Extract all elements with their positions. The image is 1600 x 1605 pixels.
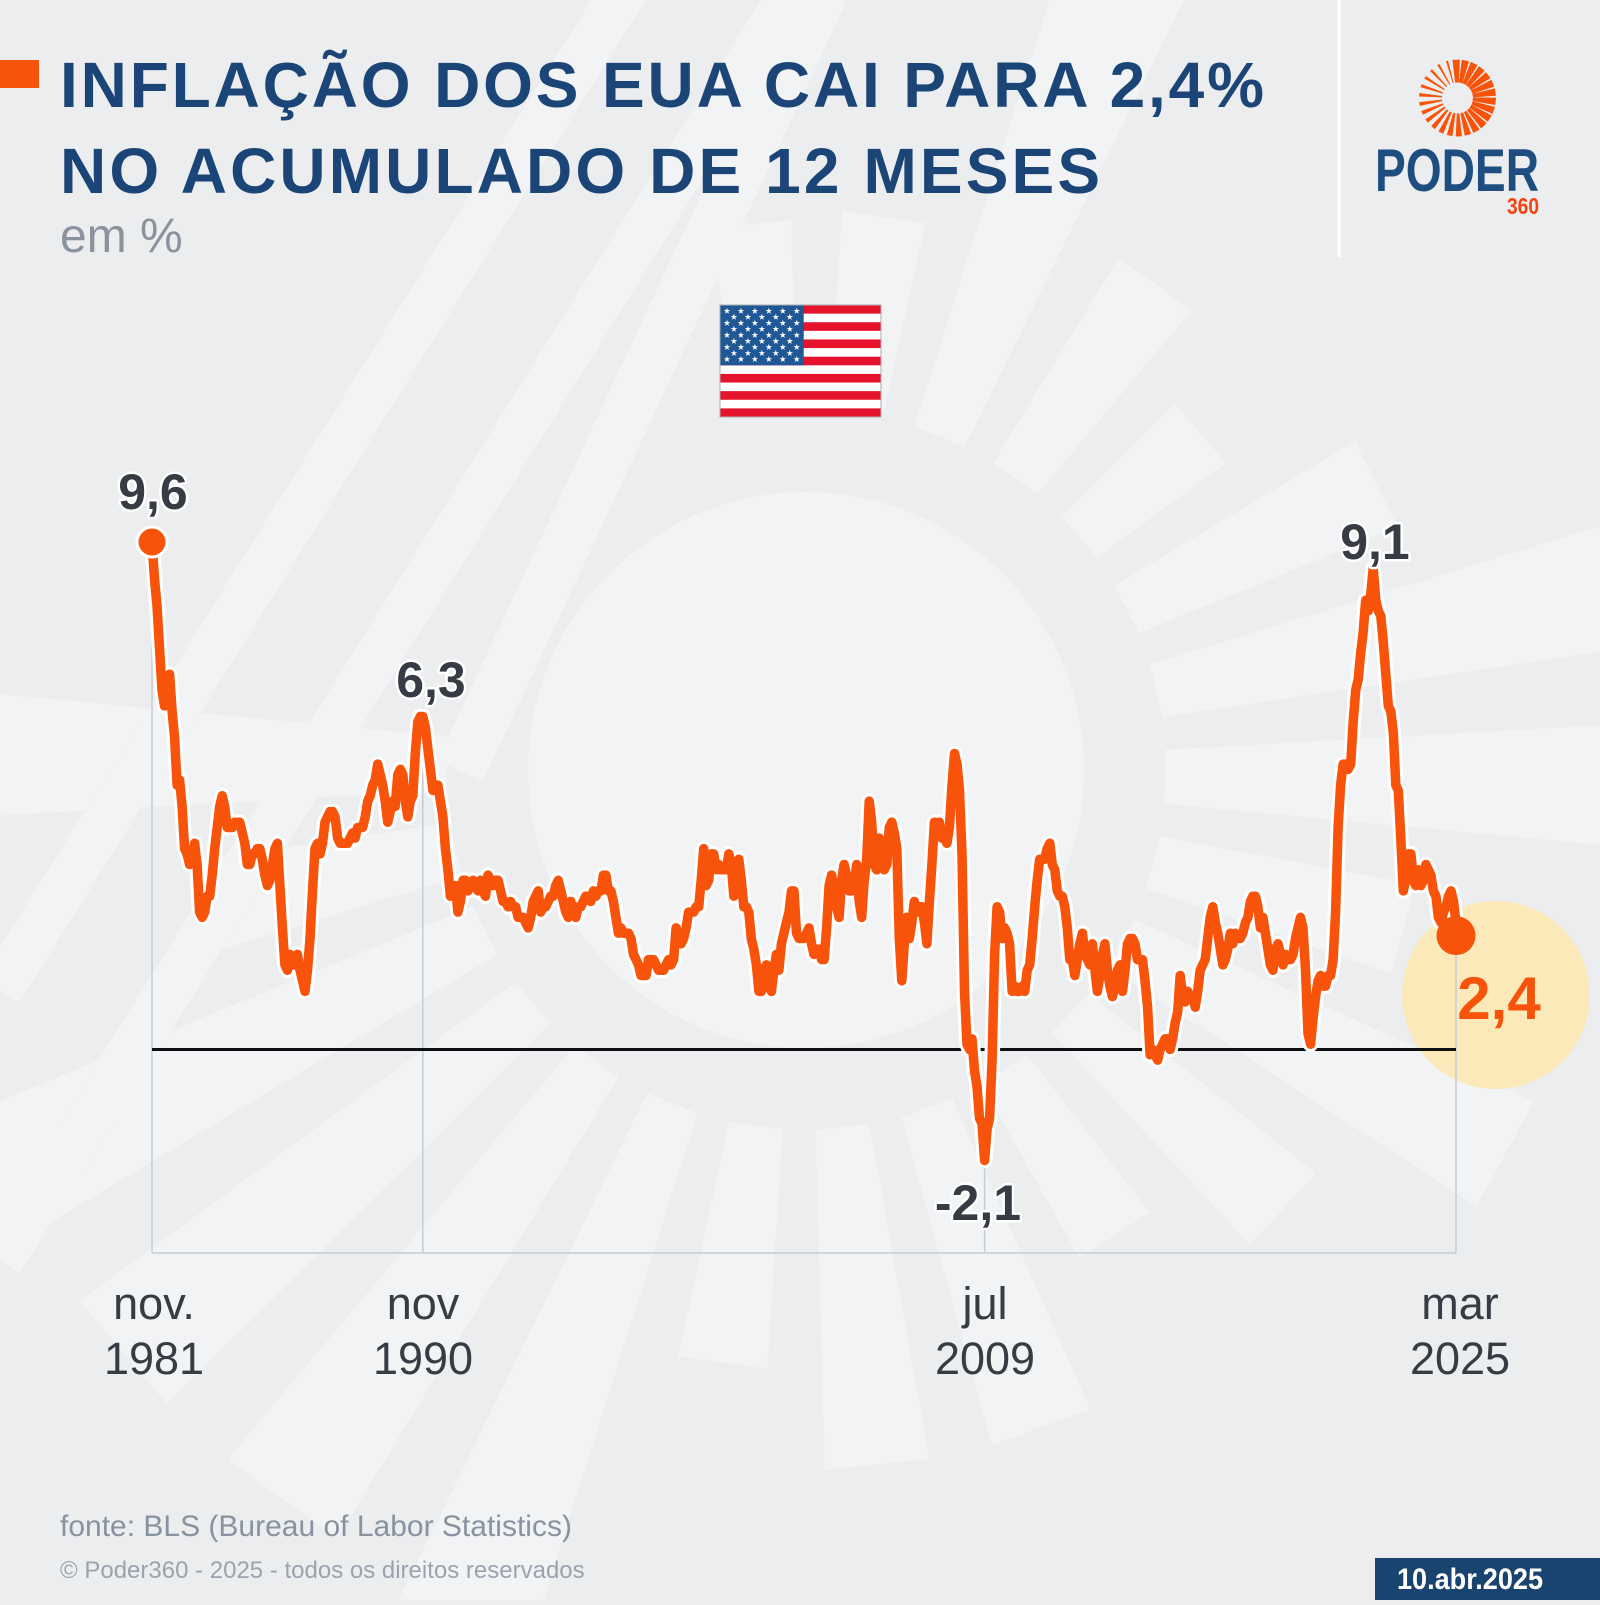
svg-text:10.abr.2025: 10.abr.2025 [1397, 1563, 1543, 1596]
svg-text:2025: 2025 [1410, 1333, 1510, 1384]
svg-text:9,6: 9,6 [118, 464, 188, 520]
svg-text:jul: jul [960, 1278, 1007, 1329]
svg-text:1981: 1981 [104, 1333, 204, 1384]
svg-text:fonte: BLS (Bureau of Labor St: fonte: BLS (Bureau of Labor Statistics) [60, 1510, 572, 1543]
svg-text:1990: 1990 [373, 1333, 473, 1384]
svg-text:2,4: 2,4 [1457, 965, 1541, 1032]
svg-text:em %: em % [60, 210, 183, 263]
svg-text:-2,1: -2,1 [935, 1175, 1021, 1231]
svg-text:PODER: PODER [1375, 137, 1539, 204]
svg-text:nov.: nov. [113, 1278, 195, 1329]
svg-text:mar: mar [1421, 1278, 1499, 1329]
svg-text:NO ACUMULADO DE 12 MESES: NO ACUMULADO DE 12 MESES [60, 135, 1100, 207]
svg-text:INFLAÇÃO DOS EUA CAI PARA 2,4%: INFLAÇÃO DOS EUA CAI PARA 2,4% [60, 49, 1264, 121]
svg-text:nov: nov [387, 1278, 460, 1329]
svg-text:9,1: 9,1 [1340, 514, 1410, 570]
svg-text:© Poder360 - 2025 - todos os d: © Poder360 - 2025 - todos os direitos re… [60, 1557, 585, 1584]
svg-text:2009: 2009 [935, 1333, 1035, 1384]
svg-text:360: 360 [1507, 193, 1539, 219]
svg-text:6,3: 6,3 [396, 652, 466, 708]
